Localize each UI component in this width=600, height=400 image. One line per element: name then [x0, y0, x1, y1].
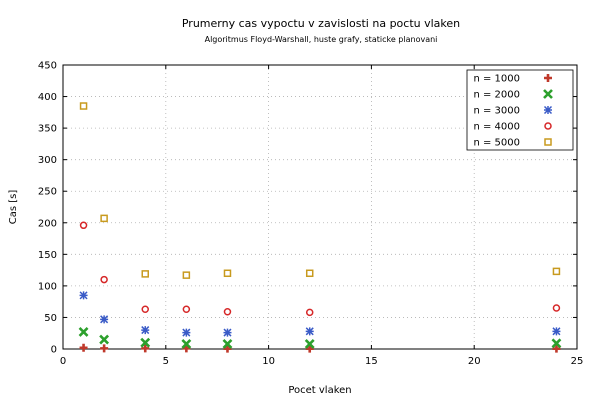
data-point [551, 338, 562, 349]
data-point [100, 315, 109, 324]
x-tick-label: 25 [571, 356, 584, 367]
data-point [182, 305, 191, 313]
data-point [305, 269, 314, 278]
x-tick-label: 5 [163, 356, 169, 367]
data-point [552, 304, 561, 312]
points-layer [78, 102, 562, 353]
data-point [181, 339, 192, 349]
legend-marker [543, 89, 553, 99]
data-point [182, 271, 191, 279]
legend-box [466, 69, 574, 151]
chart-title: Prumerny cas vypoctu v zavislosti na poc… [182, 17, 460, 30]
x-tick-label: 20 [468, 356, 481, 367]
data-point [141, 344, 150, 353]
y-axis-label: Cas [s] [8, 190, 19, 225]
grid-layer [63, 65, 577, 349]
legend-marker [544, 138, 552, 146]
data-point [305, 327, 314, 336]
data-point [552, 344, 561, 353]
legend-marker [543, 105, 553, 115]
data-point [182, 328, 191, 337]
y-tick-label: 100 [38, 281, 57, 292]
legend: n = 1000 n = 2000 n = 3000 n = 4000 n = 5000 [466, 69, 574, 151]
data-point [100, 344, 109, 353]
data-point [223, 328, 232, 337]
x-axis-label: Pocet vlaken [288, 385, 351, 396]
data-point [79, 102, 88, 110]
data-point [552, 327, 561, 336]
y-tick-label: 400 [38, 92, 57, 103]
legend-label: n = 3000 [473, 106, 520, 117]
x-tick-label: 15 [365, 356, 378, 367]
legend-label: n = 2000 [473, 90, 520, 101]
data-point [141, 305, 149, 313]
data-point [141, 326, 150, 335]
data-point [78, 327, 89, 337]
x-tick-label: 0 [60, 356, 66, 367]
data-point [99, 334, 110, 345]
legend-label: n = 1000 [473, 74, 520, 85]
data-point [140, 337, 151, 348]
y-tick-label: 150 [38, 250, 57, 261]
data-point [222, 339, 233, 349]
data-point [141, 270, 149, 278]
data-point [223, 344, 232, 353]
data-point [304, 339, 315, 349]
y-tick-label: 350 [38, 124, 57, 135]
x-tick-label: 10 [262, 356, 275, 367]
plot-frame [62, 64, 578, 350]
data-point [79, 291, 88, 300]
data-point [223, 308, 232, 316]
legend-marker [544, 122, 552, 130]
data-point [305, 308, 314, 317]
data-point [223, 269, 232, 278]
chart-subtitle: Algoritmus Floyd-Warshall, huste grafy, … [205, 35, 438, 44]
data-point [100, 275, 108, 284]
legend-label: n = 4000 [473, 122, 520, 133]
data-point [79, 221, 88, 230]
data-point [552, 267, 561, 276]
y-tick-label: 0 [51, 345, 57, 356]
legend-marker [544, 74, 552, 82]
y-tick-label: 50 [44, 313, 57, 324]
data-point [100, 214, 108, 223]
y-tick-label: 450 [38, 61, 57, 72]
y-tick-label: 300 [38, 155, 57, 166]
legend-label: n = 5000 [473, 138, 520, 149]
data-point [79, 343, 88, 352]
y-tick-label: 200 [38, 218, 57, 229]
y-tick-label: 250 [38, 187, 57, 198]
data-point [305, 344, 314, 353]
